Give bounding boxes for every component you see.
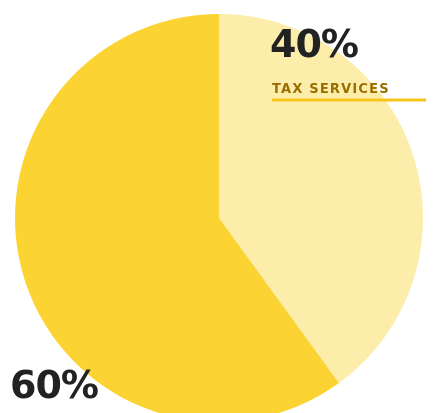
legend-label-tax-services: TAX SERVICES [272,82,390,97]
pie-slice-other [15,14,339,413]
other-percent-label: 60% [10,363,98,407]
pie-slice-tax-services [219,13,424,384]
slices-layer [15,13,424,413]
tax-services-percent-label: 40% [270,22,358,66]
